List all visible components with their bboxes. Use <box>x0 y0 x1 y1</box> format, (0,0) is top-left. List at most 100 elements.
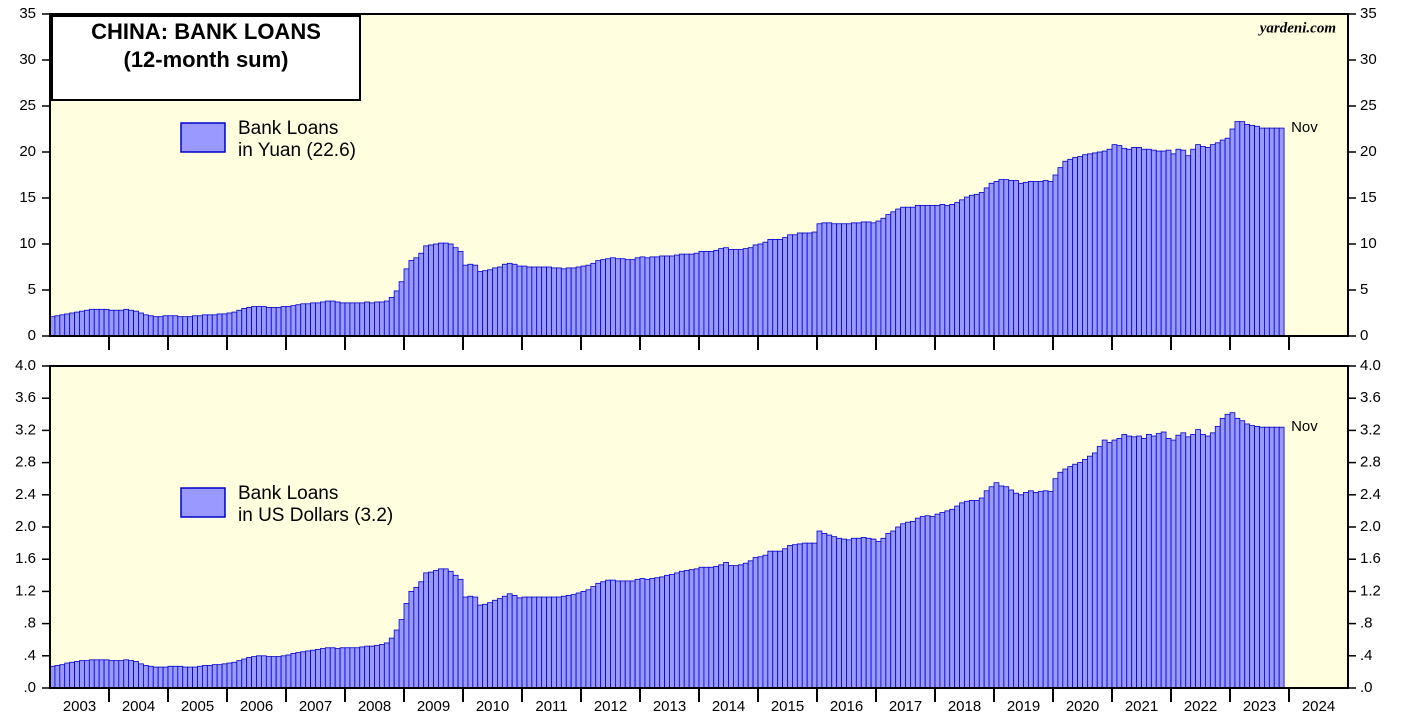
bar <box>703 250 710 337</box>
y-tick-label: 15 <box>1360 189 1377 206</box>
bar <box>84 309 90 337</box>
bar <box>1121 147 1128 337</box>
y-tick-label: 5 <box>1360 281 1368 298</box>
bar <box>261 655 267 689</box>
bar <box>93 659 100 689</box>
bar <box>816 223 823 337</box>
bar <box>167 315 174 337</box>
bar <box>595 260 602 337</box>
legend-label: Bank Loans in US Dollars (3.2) <box>238 483 394 526</box>
bar <box>1116 145 1123 337</box>
bar <box>939 512 946 689</box>
bar <box>639 578 646 689</box>
y-tick-label: 3.2 <box>1360 421 1381 438</box>
bar <box>152 316 159 337</box>
bar <box>821 222 828 337</box>
bar <box>256 655 262 689</box>
bar <box>1155 150 1162 337</box>
annotation: Nov <box>1291 119 1318 136</box>
y-tick-label: 25 <box>19 97 36 114</box>
bar <box>934 204 941 337</box>
bar <box>855 537 862 689</box>
bar <box>1219 417 1226 689</box>
x-tick-label: 2012 <box>594 698 627 715</box>
bar <box>772 550 779 689</box>
bar <box>983 187 990 337</box>
bar <box>664 574 670 689</box>
bar <box>541 266 547 337</box>
bar <box>285 306 292 337</box>
bar <box>1190 434 1196 689</box>
bar <box>413 586 420 689</box>
bar <box>206 314 213 337</box>
bar <box>138 663 144 689</box>
bar <box>954 202 960 337</box>
bar <box>315 302 321 337</box>
bar <box>757 556 764 689</box>
bar <box>64 313 71 337</box>
bar <box>1126 435 1133 689</box>
bar <box>428 244 434 337</box>
bar <box>433 243 439 337</box>
bar <box>560 268 567 337</box>
bar <box>1200 434 1206 689</box>
bar <box>1008 489 1015 689</box>
bar <box>767 238 774 337</box>
bar <box>388 296 395 337</box>
bar <box>605 579 611 689</box>
bar <box>1185 155 1192 337</box>
bar <box>305 303 311 337</box>
bar <box>792 544 798 689</box>
bar <box>1254 425 1260 689</box>
bar <box>1106 148 1113 337</box>
bar <box>659 576 665 689</box>
bar <box>423 572 429 689</box>
bar <box>226 312 233 337</box>
bar <box>531 266 538 337</box>
bar <box>757 243 764 337</box>
bar <box>457 578 464 689</box>
bar <box>944 510 951 689</box>
bar <box>113 660 120 689</box>
bar <box>1195 144 1201 337</box>
y-tick-label: 25 <box>1360 97 1377 114</box>
bar <box>152 666 159 689</box>
bar <box>1180 432 1187 689</box>
bar <box>1268 426 1275 689</box>
bar <box>162 666 169 689</box>
bar <box>1013 180 1019 337</box>
bar <box>733 565 739 689</box>
bar <box>841 538 847 689</box>
y-tick-label: 10 <box>19 235 36 252</box>
y-tick-label: 4.0 <box>1360 357 1381 374</box>
bar <box>374 301 380 337</box>
bar <box>811 542 818 689</box>
bar <box>403 268 410 337</box>
bar <box>1032 491 1039 689</box>
bar <box>575 266 582 337</box>
bar <box>693 568 700 689</box>
bar <box>536 266 543 337</box>
bar <box>1028 181 1034 337</box>
bar <box>79 310 85 337</box>
bar <box>1259 127 1265 337</box>
bar <box>590 262 597 337</box>
y-tick-label: 2.8 <box>1360 454 1381 471</box>
bar <box>310 649 316 689</box>
bar <box>231 661 238 689</box>
source: yardeni.com <box>1258 20 1336 36</box>
bar <box>708 250 715 337</box>
bar <box>1111 144 1118 337</box>
bar <box>413 257 420 337</box>
bar <box>1264 127 1270 337</box>
bar <box>605 258 611 337</box>
bar <box>197 665 203 689</box>
bar <box>821 533 828 689</box>
bar <box>329 300 336 337</box>
bar <box>914 204 921 337</box>
bar <box>511 263 518 337</box>
y-tick-label: .0 <box>23 679 36 696</box>
bar <box>1106 442 1113 689</box>
bar <box>1175 434 1182 689</box>
bar <box>202 665 208 689</box>
